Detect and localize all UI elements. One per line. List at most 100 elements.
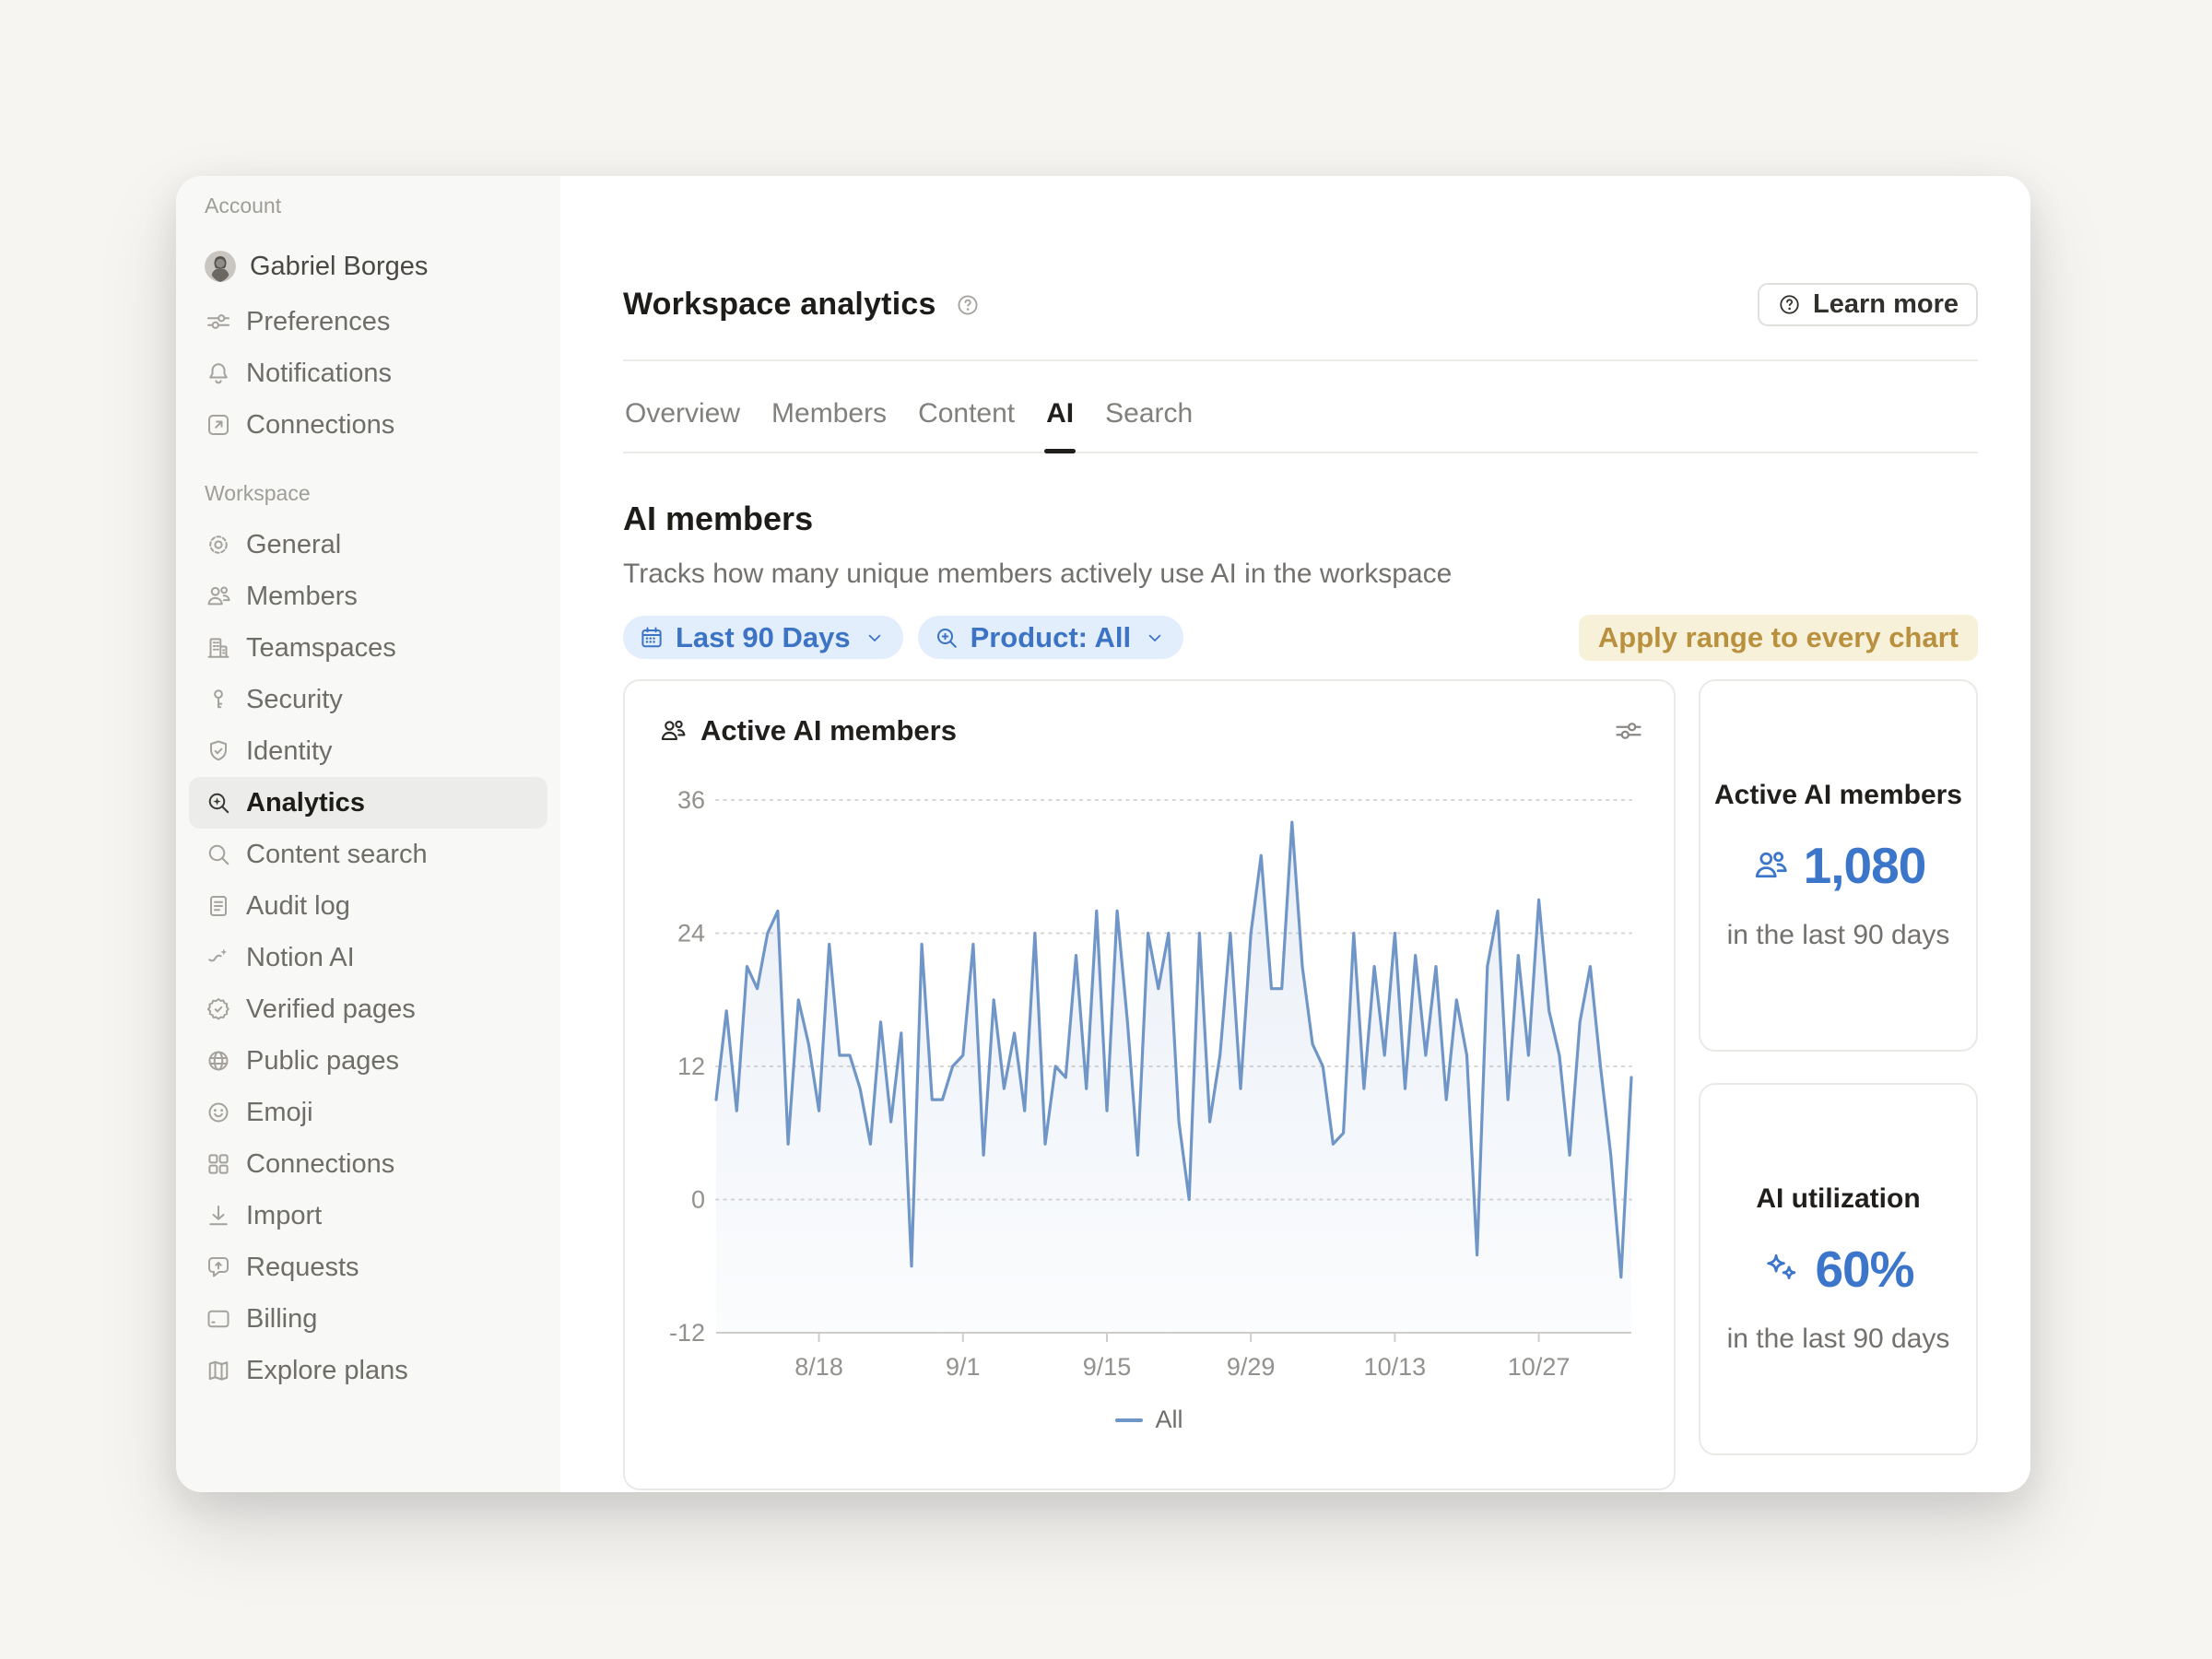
stat-value-row: 60% (1762, 1240, 1915, 1299)
settings-sidebar: Account Gabriel Borges Preferences Notifica… (176, 176, 560, 1492)
svg-text:10/27: 10/27 (1508, 1353, 1571, 1381)
sidebar-item-label: Members (246, 581, 358, 611)
stat-card-active-ai-members: Active AI members 1,080 in the last 90 d… (1699, 679, 1978, 1052)
sidebar-section-label-account: Account (205, 193, 282, 218)
chart-title: Active AI members (700, 714, 957, 747)
sidebar-item-connections[interactable]: Connections (189, 1138, 547, 1190)
apply-range-button[interactable]: Apply range to every chart (1578, 614, 1978, 661)
calendar-icon (638, 624, 665, 652)
stat-caption: in the last 90 days (1726, 1324, 1950, 1354)
legend-line-swatch (1115, 1418, 1144, 1422)
active-ai-members-line-chart: 36 24 12 0 -12 8/18 9/1 9/15 9/29 10/13 10/27 (669, 786, 1633, 1381)
learn-more-label: Learn more (1813, 289, 1959, 319)
sidebar-item-label: Explore plans (246, 1355, 408, 1385)
people-icon (205, 582, 232, 610)
sidebar-item-label: Identity (246, 735, 333, 766)
svg-text:0: 0 (691, 1186, 705, 1214)
svg-text:8/18: 8/18 (794, 1353, 843, 1381)
building-icon (205, 634, 232, 662)
magnifier-star-icon (205, 789, 232, 817)
sidebar-item-preferences[interactable]: Preferences (189, 296, 547, 347)
svg-text:9/1: 9/1 (946, 1353, 981, 1381)
product-filter[interactable]: Product: All (917, 616, 1184, 659)
sidebar-item-explore-plans[interactable]: Explore plans (189, 1345, 547, 1396)
chart-card: 36 24 12 0 -12 8/18 9/1 9/15 9/29 10/13 10/27 Acti… (623, 679, 1676, 1490)
tab-search[interactable]: Search (1105, 398, 1194, 429)
sidebar-item-connections[interactable]: Connections (189, 399, 547, 451)
question-circle-icon (1777, 292, 1802, 317)
stat-number: 1,080 (1803, 837, 1927, 894)
sidebar-item-content-search[interactable]: Content search (189, 829, 547, 880)
svg-text:12: 12 (677, 1053, 705, 1080)
bell-icon (205, 359, 232, 387)
sidebar-item-label: Content search (246, 839, 428, 869)
sidebar-item-label: Import (246, 1200, 323, 1230)
sidebar-item-label: Audit log (246, 890, 350, 921)
tab-overview[interactable]: Overview (625, 398, 741, 429)
section-title: AI members (623, 500, 814, 537)
sidebar-item-label: Analytics (246, 787, 365, 818)
chart-settings-button[interactable] (1613, 715, 1644, 747)
sidebar-item-gabriel-borges[interactable]: Gabriel Borges (189, 237, 547, 296)
chevron-down-icon (1143, 626, 1167, 650)
badge-check-icon (205, 995, 232, 1023)
sidebar-item-requests[interactable]: Requests (189, 1241, 547, 1293)
magnifier-plus-icon (933, 624, 960, 652)
ai-sparkle-face-icon (205, 944, 232, 971)
sidebar-item-security[interactable]: Security (189, 674, 547, 725)
stat-value-row: 1,080 (1751, 836, 1926, 895)
date-range-value: Last 90 Days (676, 620, 851, 653)
sidebar-item-label: General (246, 529, 342, 559)
section-subtitle: Tracks how many unique members actively … (623, 559, 1453, 589)
header-divider (623, 359, 1978, 361)
gear-icon (205, 531, 232, 559)
sidebar-item-import[interactable]: Import (189, 1190, 547, 1241)
page-title: Workspace analytics (623, 287, 936, 322)
external-link-icon (205, 411, 232, 439)
tab-ai[interactable]: AI (1044, 394, 1077, 453)
date-range-filter[interactable]: Last 90 Days (623, 616, 903, 659)
sidebar-item-notifications[interactable]: Notifications (189, 347, 547, 399)
sidebar-section-label-workspace: Workspace (205, 480, 311, 505)
grid-icon (205, 1150, 232, 1178)
sidebar-item-label: Connections (246, 409, 395, 440)
sidebar-item-identity[interactable]: Identity (189, 725, 547, 777)
chart-legend: All (625, 1406, 1674, 1434)
svg-text:36: 36 (677, 786, 705, 814)
tab-members[interactable]: Members (771, 398, 888, 429)
help-icon[interactable] (955, 292, 981, 318)
sidebar-item-label: Requests (246, 1252, 359, 1282)
sliders-icon (205, 308, 232, 335)
credit-card-icon (205, 1305, 232, 1333)
audit-log-icon (205, 892, 232, 920)
sidebar-item-label: Teamspaces (246, 632, 396, 663)
sidebar-item-label: Notion AI (246, 942, 355, 972)
sidebar-item-label: Verified pages (246, 994, 416, 1024)
tab-content[interactable]: Content (918, 398, 1016, 429)
sidebar-item-verified-pages[interactable]: Verified pages (189, 983, 547, 1035)
sidebar-item-billing[interactable]: Billing (189, 1293, 547, 1345)
stat-title: AI utilization (1756, 1183, 1921, 1214)
sidebar-item-notion-ai[interactable]: Notion AI (189, 932, 547, 983)
sidebar-item-audit-log[interactable]: Audit log (189, 880, 547, 932)
sidebar-item-label: Billing (246, 1303, 318, 1334)
learn-more-button[interactable]: Learn more (1758, 283, 1978, 326)
sidebar-item-analytics[interactable]: Analytics (189, 777, 547, 829)
product-filter-value: Product: All (970, 620, 1132, 653)
sidebar-item-public-pages[interactable]: Public pages (189, 1035, 547, 1087)
sidebar-item-members[interactable]: Members (189, 571, 547, 622)
title-row: Workspace analytics (623, 287, 981, 323)
sidebar-item-general[interactable]: General (189, 519, 547, 571)
sidebar-item-teamspaces[interactable]: Teamspaces (189, 622, 547, 674)
sidebar-item-label: Public pages (246, 1045, 400, 1076)
stat-number: 60% (1815, 1241, 1914, 1298)
page-header: Workspace analytics Learn more (623, 283, 1978, 326)
svg-text:9/29: 9/29 (1227, 1353, 1276, 1381)
avatar (205, 251, 236, 282)
sidebar-item-emoji[interactable]: Emoji (189, 1087, 547, 1138)
chart-card-header: Active AI members (625, 681, 1674, 747)
map-icon (205, 1357, 232, 1384)
settings-dialog: Account Gabriel Borges Preferences Notifica… (176, 176, 2030, 1492)
sidebar-item-label: Preferences (246, 306, 391, 336)
